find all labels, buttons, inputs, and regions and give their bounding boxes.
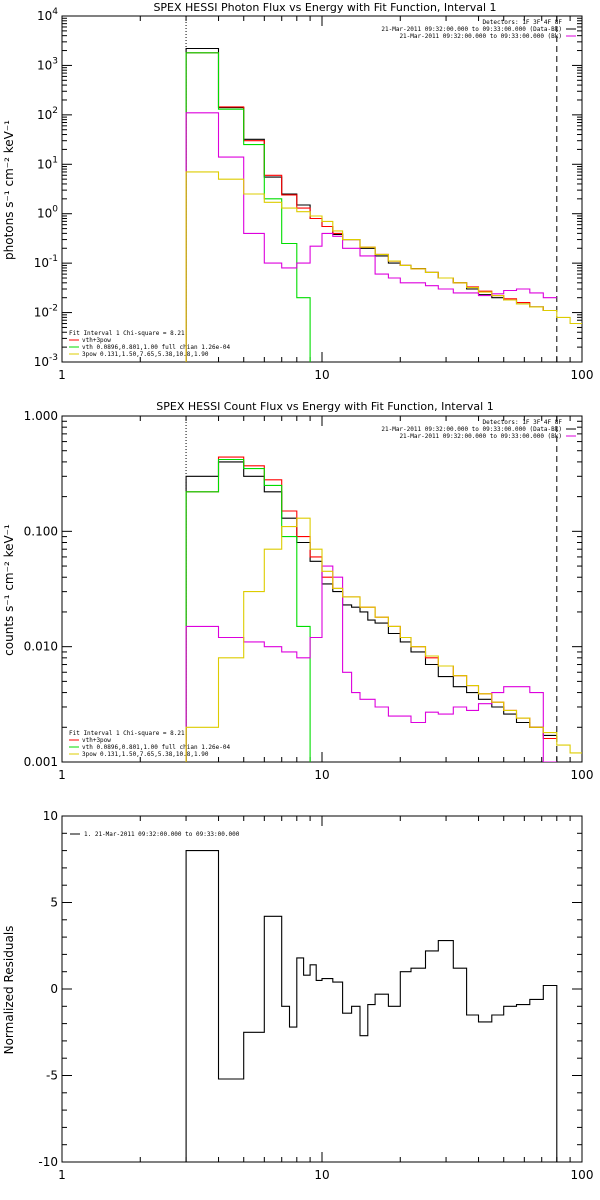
legend-text: Fit Interval 1 Chi-square = 8.21 bbox=[69, 730, 185, 737]
y-tick-label: 1.000 bbox=[24, 409, 58, 423]
legend-text: Detectors: 1F 3F 4F 8F bbox=[483, 19, 563, 26]
count-flux-legend-fit: Fit Interval 1 Chi-square = 8.21vth+3pow… bbox=[69, 730, 230, 758]
y-tick-base: 10 bbox=[37, 9, 52, 23]
y-tick-base: 10 bbox=[34, 306, 49, 320]
series-line-yellow bbox=[185, 517, 582, 762]
x-tick-label: 1 bbox=[58, 768, 66, 782]
residuals-y-axis-label: Normalized Residuals bbox=[2, 926, 16, 1055]
photon-flux-y-axis-label: photons s⁻¹ cm⁻² keV⁻¹ bbox=[2, 120, 16, 260]
x-tick-label: 100 bbox=[571, 368, 594, 382]
y-tick-exponent: 4 bbox=[52, 7, 58, 17]
y-tick-label: 0.010 bbox=[24, 640, 58, 654]
y-tick-label: 10-1 bbox=[34, 254, 58, 270]
legend-text: vth+3pow bbox=[82, 737, 111, 744]
x-tick-label: 10 bbox=[314, 368, 329, 382]
y-tick-exponent: 2 bbox=[52, 106, 58, 116]
y-tick-label: 10-2 bbox=[34, 304, 58, 320]
y-tick-exponent: -1 bbox=[49, 254, 58, 264]
legend-text: Detectors: 1F 3F 4F 8F bbox=[483, 419, 563, 426]
legend-text: 21-Mar-2011 09:32:00.000 to 09:33:00.000… bbox=[381, 26, 562, 33]
legend-text: vth 0.0896,0.801,1.00 full chian 1.26e-0… bbox=[82, 744, 230, 751]
series-group bbox=[185, 456, 582, 762]
y-tick-exponent: -3 bbox=[49, 353, 58, 363]
residuals-legend: 1. 21-Mar-2011 09:32:00.000 to 09:33:00.… bbox=[70, 831, 240, 838]
photon-flux-legend-fit: Fit Interval 1 Chi-square = 8.21vth+3pow… bbox=[69, 330, 230, 358]
x-tick-label: 100 bbox=[571, 768, 594, 782]
series-line-yellow bbox=[185, 171, 582, 362]
y-tick-base: 10 bbox=[37, 157, 52, 171]
y-tick-label: 5 bbox=[50, 896, 58, 910]
y-tick-base: 10 bbox=[37, 58, 52, 72]
series-line-green bbox=[185, 458, 311, 762]
y-tick-exponent: 3 bbox=[52, 56, 58, 66]
legend-text: vth 0.0896,0.801,1.00 full chian 1.26e-0… bbox=[82, 344, 230, 351]
photon-flux-title: SPEX HESSI Photon Flux vs Energy with Fi… bbox=[153, 1, 496, 14]
legend-text: 3pow 0.131,1.50,7.65,5.38,10.8,1.90 bbox=[82, 351, 209, 358]
x-tick-label: 1 bbox=[58, 1168, 66, 1182]
x-tick-label: 10 bbox=[314, 1168, 329, 1182]
y-tick-label: 100 bbox=[37, 205, 58, 221]
count-flux-y-axis-label: counts s⁻¹ cm⁻² keV⁻¹ bbox=[2, 524, 16, 656]
y-tick-base: 10 bbox=[37, 207, 52, 221]
y-tick-label: -10 bbox=[38, 1155, 58, 1169]
x-tick-label: 1 bbox=[58, 368, 66, 382]
legend-text: 1. 21-Mar-2011 09:32:00.000 to 09:33:00.… bbox=[84, 831, 240, 838]
series-group bbox=[185, 47, 582, 362]
legend-text: 21-Mar-2011 09:32:00.000 to 09:33:00.000… bbox=[381, 426, 562, 433]
legend-text: 21-Mar-2011 09:32:00.000 to 09:33:00.000… bbox=[399, 33, 562, 40]
series-group bbox=[185, 850, 558, 1162]
y-tick-label: 0 bbox=[50, 982, 58, 996]
y-tick-label: 0.100 bbox=[24, 524, 58, 538]
y-tick-label: 104 bbox=[37, 7, 58, 23]
legend-text: Fit Interval 1 Chi-square = 8.21 bbox=[69, 330, 185, 337]
y-tick-exponent: 0 bbox=[52, 205, 58, 215]
legend-text: 3pow 0.131,1.50,7.65,5.38,10.8,1.90 bbox=[82, 751, 209, 758]
legend-text: vth+3pow bbox=[82, 337, 111, 344]
count-flux-panel: SPEX HESSI Count Flux vs Energy with Fit… bbox=[2, 400, 594, 782]
y-tick-label: 102 bbox=[37, 106, 58, 122]
y-tick-label: 103 bbox=[37, 56, 58, 72]
count-flux-title: SPEX HESSI Count Flux vs Energy with Fit… bbox=[156, 400, 493, 413]
y-tick-base: 10 bbox=[34, 355, 49, 369]
series-line-magenta bbox=[185, 112, 557, 362]
y-tick-exponent: 1 bbox=[52, 155, 58, 165]
x-tick-label: 100 bbox=[571, 1168, 594, 1182]
y-tick-exponent: -2 bbox=[49, 304, 58, 314]
y-tick-label: 0.001 bbox=[24, 755, 58, 769]
y-tick-label: -5 bbox=[46, 1069, 58, 1083]
y-tick-base: 10 bbox=[37, 108, 52, 122]
x-tick-label: 10 bbox=[314, 768, 329, 782]
y-tick-label: 10-3 bbox=[34, 353, 58, 369]
series-line-black bbox=[185, 850, 558, 1162]
residuals-panel: 1. 21-Mar-2011 09:32:00.000 to 09:33:00.… bbox=[2, 809, 593, 1182]
y-tick-base: 10 bbox=[34, 256, 49, 270]
y-tick-label: 101 bbox=[37, 155, 58, 171]
legend-text: 21-Mar-2011 09:32:00.000 to 09:33:00.000… bbox=[399, 433, 562, 440]
photon-flux-panel: SPEX HESSI Photon Flux vs Energy with Fi… bbox=[2, 1, 593, 382]
y-tick-label: 10 bbox=[43, 809, 58, 823]
